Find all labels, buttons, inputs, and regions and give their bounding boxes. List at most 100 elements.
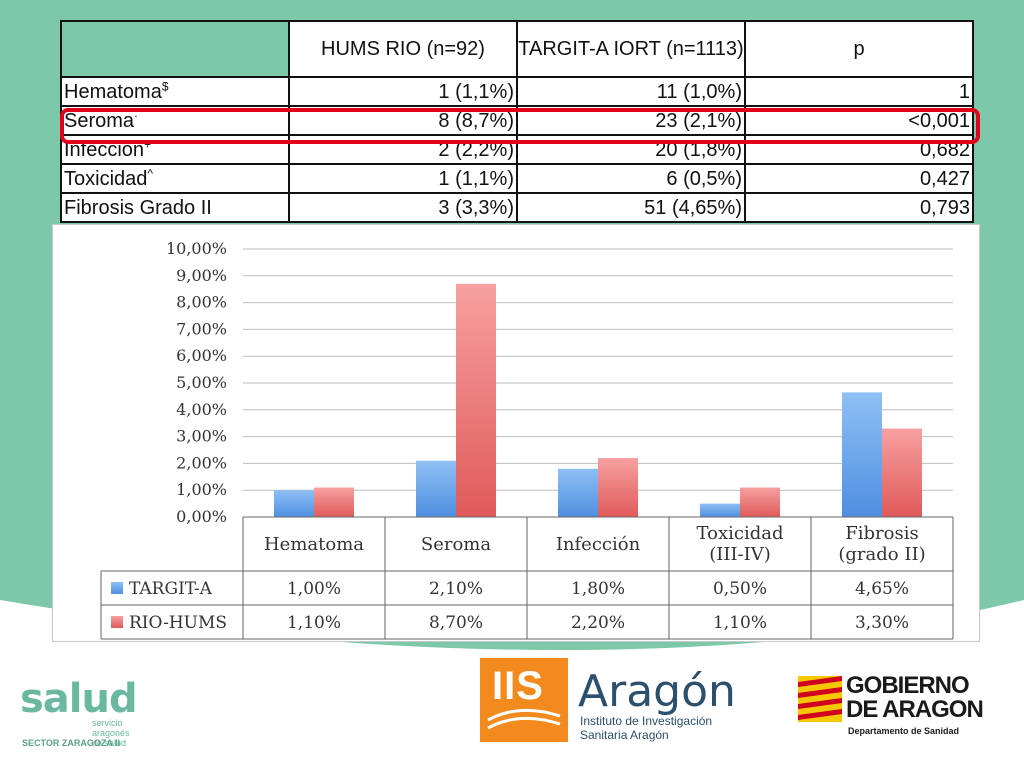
table-cell-targit-text: 20 (1,8%) (655, 138, 742, 161)
y-tick-label: 0,00% (176, 507, 227, 526)
table-cell-label: Infección+ (60, 134, 290, 165)
data-label: 2,10% (429, 579, 483, 599)
bar-rio-hums (598, 458, 638, 517)
gobierno-logo-dept: Departamento de Sanidad (848, 726, 960, 736)
table-cell-hums-text: 8 (8,7%) (438, 109, 514, 132)
y-tick-label: 7,00% (176, 319, 227, 338)
table-cell-hums-text: 1 (1,1%) (438, 80, 514, 103)
data-label: 4,65% (855, 579, 909, 599)
table-header-targit: TARGIT-A IORT (n=1113) (516, 20, 746, 78)
table-cell-targit: 11 (1,0%) (516, 76, 746, 107)
table-cell-targit: 20 (1,8%) (516, 134, 746, 165)
table-cell-label-text: Seroma (64, 109, 135, 132)
bar-rio-hums (314, 487, 354, 517)
bar-targit-a (274, 490, 314, 517)
data-label: 1,10% (713, 613, 767, 633)
table-row: Hematoma$ 1 (1,1%) 11 (1,0%) 1 (60, 76, 974, 107)
gobierno-aragon-logo: GOBIERNO DE ARAGON Departamento de Sanid… (796, 672, 1006, 742)
data-label: 3,30% (855, 613, 909, 633)
y-tick-label: 8,00% (176, 293, 227, 312)
table-cell-targit-text: 23 (2,1%) (655, 109, 742, 132)
bar-chart: 0,00% 1,00% 2,00% 3,00% 4,00% 5,00% 6,00% 7,00%… (100, 239, 954, 640)
table-cell-hums: 1 (1,1%) (288, 76, 518, 107)
table-cell-label-text: Infección (64, 138, 145, 161)
iis-aragon-logo: IIS Aragón Instituto de Investigación Sa… (480, 658, 736, 744)
table-cell-label: Toxicidad^ (60, 163, 290, 194)
table-header-hums: HUMS RIO (n=92) (288, 20, 518, 78)
table-cell-hums-text: 2 (2,2%) (438, 138, 514, 161)
y-tick-label: 9,00% (176, 266, 227, 285)
table-cell-footnote-mark: · (134, 107, 139, 122)
complications-table: HUMS RIO (n=92) TARGIT-A IORT (n=1113) p… (60, 20, 974, 223)
legend-swatch-rio-hums (111, 616, 123, 628)
table-header-row: HUMS RIO (n=92) TARGIT-A IORT (n=1113) p (60, 20, 974, 78)
bar-targit-a (416, 460, 456, 517)
salud-logo-subtitle: servicio aragonés de salud (92, 718, 162, 748)
iis-logo-line2: Sanitaria Aragón (580, 728, 669, 742)
iis-logo-name: Aragón (578, 666, 736, 717)
data-label: 1,10% (287, 613, 341, 633)
data-label: 0,50% (713, 579, 767, 599)
iis-logo-letters: IIS (492, 664, 544, 708)
table-row: Toxicidad^ 1 (1,1%) 6 (0,5%) 0,427 (60, 163, 974, 194)
table-cell-targit: 6 (0,5%) (516, 163, 746, 194)
table-cell-targit: 51 (4,65%) (516, 192, 746, 223)
table-cell-p: 1 (744, 76, 974, 107)
aragon-flag-icon (798, 676, 842, 722)
bar-rio-hums (740, 487, 780, 517)
salud-logo: salud servicio aragonés de salud SECTOR … (20, 676, 160, 752)
category-label: Fibrosis (845, 523, 918, 544)
table-cell-footnote-mark: ^ (147, 165, 154, 180)
y-tick-label: 6,00% (176, 346, 227, 365)
legend-label: TARGIT-A (129, 579, 213, 599)
data-label: 1,00% (287, 579, 341, 599)
salud-logo-sector: SECTOR ZARAGOZA II (22, 738, 121, 748)
table-body: Hematoma$ 1 (1,1%) 11 (1,0%) 1 Seroma· 8 (8,7… (60, 76, 974, 223)
table-cell-p: 0,682 (744, 134, 974, 165)
y-tick-label: 10,00% (166, 239, 227, 258)
chart-panel: 0,00% 1,00% 2,00% 3,00% 4,00% 5,00% 6,00% 7,00%… (52, 224, 980, 642)
category-label: (III-IV) (709, 544, 771, 565)
table-cell-label-text: Fibrosis Grado II (64, 196, 212, 219)
table-cell-targit-text: 11 (1,0%) (656, 80, 742, 103)
salud-logo-word: salud (20, 676, 138, 722)
y-tick-label: 2,00% (176, 453, 227, 472)
table-cell-p-text: 0,793 (919, 196, 970, 219)
table-cell-label: Hematoma$ (60, 76, 290, 107)
data-label: 8,70% (429, 613, 483, 633)
iis-logo-line1: Instituto de Investigación (580, 714, 713, 728)
table-cell-label-text: Hematoma (64, 80, 162, 103)
bar-targit-a (558, 468, 598, 517)
table-cell-targit-text: 6 (0,5%) (666, 167, 742, 190)
bar-rio-hums (882, 428, 922, 517)
table-row: Infección+ 2 (2,2%) 20 (1,8%) 0,682 (60, 134, 974, 165)
gobierno-logo-line1: GOBIERNO (846, 672, 970, 699)
category-label: Toxicidad (697, 523, 784, 544)
table-cell-targit-text: 51 (4,65%) (644, 196, 742, 219)
table-cell-p-text: 0,427 (919, 167, 970, 190)
data-label: 2,20% (571, 613, 625, 633)
table-cell-hums-text: 3 (3,3%) (438, 196, 514, 219)
table-cell-label-text: Toxicidad (64, 167, 148, 190)
seroma-highlight-box (60, 108, 980, 144)
table-cell-p-text: 0,682 (919, 138, 970, 161)
y-tick-label: 1,00% (176, 480, 227, 499)
bar-targit-a (842, 392, 882, 517)
category-label: Hematoma (264, 534, 364, 555)
iis-logo-box: IIS (480, 658, 568, 742)
table-cell-p-text: <0,001 (908, 109, 970, 132)
table-cell-hums: 2 (2,2%) (288, 134, 518, 165)
table-cell-hums-text: 1 (1,1%) (438, 167, 514, 190)
bar-rio-hums (456, 283, 496, 517)
category-label: Seroma (421, 534, 491, 555)
table-header-corner (60, 20, 290, 78)
table-row: Fibrosis Grado II 3 (3,3%) 51 (4,65%) 0,793 (60, 192, 974, 223)
table-cell-p: 0,793 (744, 192, 974, 223)
legend-swatch-targit-a (111, 582, 123, 594)
category-label: Infección (556, 534, 641, 555)
table-cell-hums: 3 (3,3%) (288, 192, 518, 223)
y-tick-label: 3,00% (176, 427, 227, 446)
salud-logo-sub2: de salud (92, 738, 127, 748)
category-label: (grado II) (838, 544, 925, 565)
table-cell-footnote-mark: $ (161, 78, 169, 93)
